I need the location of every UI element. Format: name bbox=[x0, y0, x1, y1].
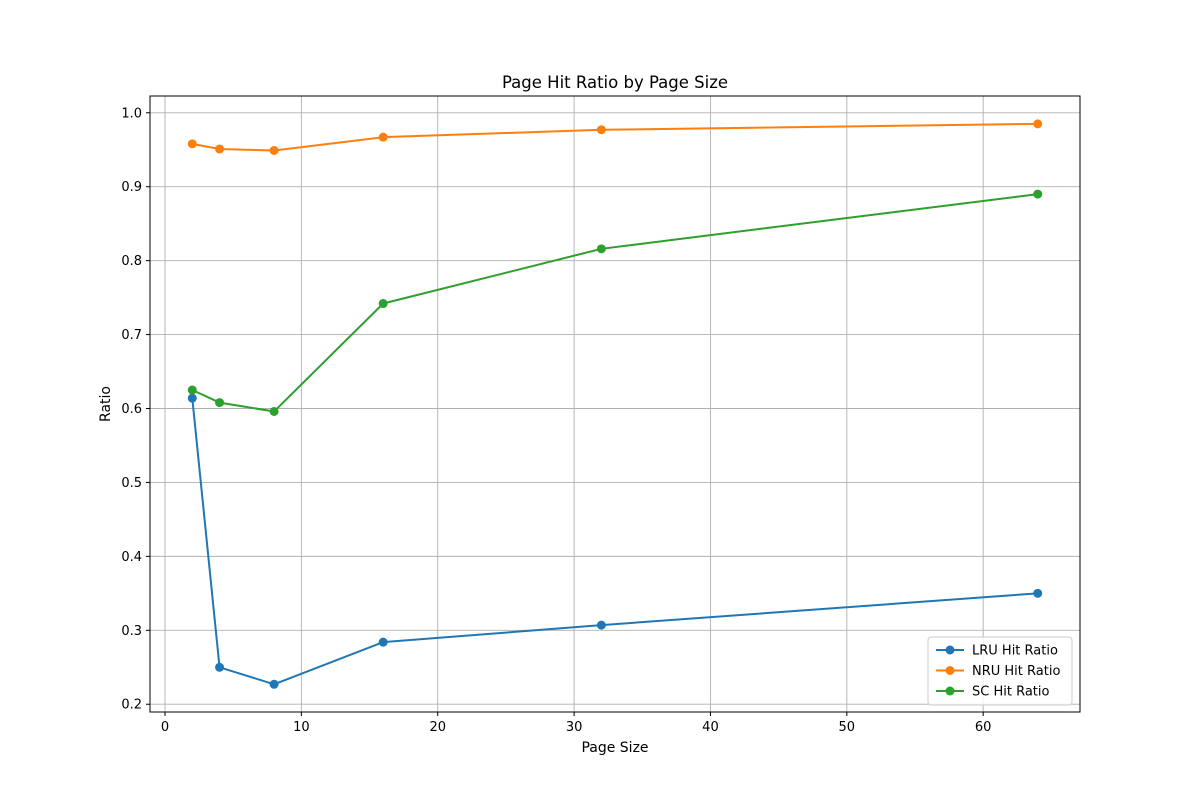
x-tick-label: 20 bbox=[429, 720, 446, 735]
y-tick-label: 0.9 bbox=[121, 180, 142, 195]
nru-hit-ratio-point bbox=[187, 139, 197, 149]
x-axis-label: Page Size bbox=[581, 740, 648, 756]
y-tick-label: 0.7 bbox=[121, 328, 142, 343]
nru-hit-ratio-line bbox=[192, 122, 1038, 152]
lru-hit-ratio-point bbox=[1033, 588, 1043, 598]
nru-hit-ratio-point bbox=[269, 145, 279, 155]
nru-hit-ratio-point bbox=[1033, 119, 1043, 129]
y-tick-label: 1.0 bbox=[121, 106, 142, 121]
x-tick-label: 30 bbox=[566, 720, 583, 735]
x-tick-label: 60 bbox=[975, 720, 992, 735]
axis-ticks: 0 10 20 30 40 50 60 0.2 0.3 0.4 0.5 0.6 0.7 0.8 0.9 1.0 bbox=[121, 106, 991, 735]
y-tick-label: 0.4 bbox=[121, 550, 142, 565]
sc-hit-ratio-point bbox=[269, 406, 279, 416]
legend-swatch-marker bbox=[945, 686, 955, 696]
lru-hit-ratio-point bbox=[187, 393, 197, 403]
legend-swatch-marker bbox=[945, 645, 955, 655]
y-axis-label: Ratio bbox=[98, 386, 114, 422]
sc-hit-ratio-point bbox=[215, 398, 225, 408]
nru-hit-ratio-point bbox=[596, 125, 606, 135]
nru-hit-ratio-point bbox=[215, 144, 225, 154]
legend-swatch-marker bbox=[945, 666, 955, 675]
x-tick-label: 0 bbox=[161, 720, 169, 735]
legend-label-lru-hit-ratio: LRU Hit Ratio bbox=[972, 644, 1058, 659]
nru-hit-ratio-point bbox=[378, 132, 388, 142]
y-tick-label: 0.8 bbox=[121, 254, 142, 269]
lru-hit-ratio-point bbox=[269, 679, 279, 689]
chart-title: Page Hit Ratio by Page Size bbox=[502, 73, 728, 92]
x-tick-label: 50 bbox=[839, 720, 856, 735]
legend: LRU Hit Ratio NRU Hit Ratio SC Hit Ratio bbox=[927, 636, 1073, 706]
lru-hit-ratio-line bbox=[191, 398, 1038, 686]
series-layer bbox=[187, 119, 1043, 689]
legend-label-nru-hit-ratio: NRU Hit Ratio bbox=[972, 664, 1060, 679]
x-tick-label: 10 bbox=[293, 720, 310, 735]
y-tick-label: 0.5 bbox=[121, 476, 142, 491]
legend-label-sc-hit-ratio: SC Hit Ratio bbox=[972, 685, 1050, 700]
sc-hit-ratio-point bbox=[378, 299, 388, 309]
plot-frame bbox=[149, 95, 1081, 713]
sc-hit-ratio-point bbox=[187, 385, 197, 395]
sc-hit-ratio-line bbox=[191, 193, 1038, 413]
y-tick-label: 0.2 bbox=[121, 698, 142, 713]
sc-hit-ratio-point bbox=[1033, 189, 1043, 199]
y-tick-label: 0.6 bbox=[121, 402, 142, 417]
lru-hit-ratio-point bbox=[596, 620, 606, 630]
sc-hit-ratio-point bbox=[596, 244, 606, 254]
y-tick-label: 0.3 bbox=[121, 624, 142, 639]
legend-box bbox=[927, 636, 1073, 706]
lru-hit-ratio-point bbox=[215, 662, 225, 672]
x-tick-label: 40 bbox=[702, 720, 719, 735]
lru-hit-ratio-point bbox=[378, 637, 388, 647]
grid bbox=[150, 96, 1080, 712]
